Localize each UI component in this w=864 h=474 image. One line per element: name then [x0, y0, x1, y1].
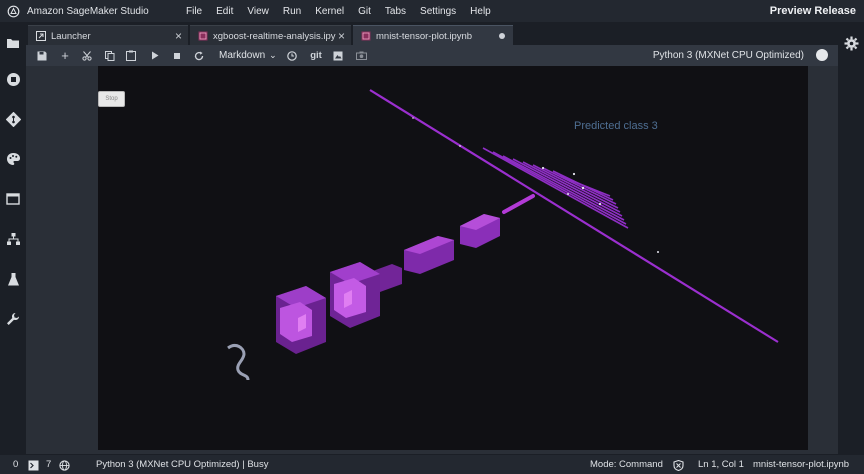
cursor-position[interactable]: Ln 1, Col 1: [698, 459, 744, 470]
kernel-status-circle-icon: [816, 49, 828, 61]
shield-icon[interactable]: [673, 459, 684, 472]
palette-icon[interactable]: [4, 150, 22, 168]
input-digit: [227, 344, 250, 381]
add-cell-icon[interactable]: +: [61, 48, 69, 63]
tab-label: Launcher: [51, 30, 91, 42]
close-icon[interactable]: ×: [174, 29, 182, 43]
status-count-zero[interactable]: 0: [13, 459, 19, 470]
network-icon[interactable]: [4, 230, 22, 248]
folder-icon[interactable]: [4, 34, 22, 52]
settings-gear-icon[interactable]: [842, 34, 860, 52]
notebook-toolbar: + Markdown ⌄ git Python 3 (MXNet CPU Opt…: [26, 45, 838, 66]
convolution-blocks: [276, 262, 380, 354]
status-bar: 0 7 Python 3 (MXNet CPU Optimized) | Bus…: [0, 455, 864, 474]
status-file-name: mnist-tensor-plot.ipynb: [753, 459, 850, 470]
tensor-plot-output: Stop: [98, 66, 808, 450]
globe-icon[interactable]: [59, 459, 70, 471]
left-sidebar: [0, 22, 26, 454]
menu-help[interactable]: Help: [470, 5, 491, 17]
run-icon[interactable]: [149, 48, 161, 63]
copy-icon[interactable]: [104, 48, 116, 63]
menu-run[interactable]: Run: [282, 5, 302, 17]
right-sidebar: [838, 22, 864, 454]
notebook-body: Stop: [26, 66, 838, 454]
preview-release-label: Preview Release: [769, 5, 856, 17]
unsaved-dot-icon[interactable]: [499, 33, 505, 39]
paste-icon[interactable]: [125, 48, 137, 63]
share-icon[interactable]: [355, 48, 367, 63]
status-count-seven[interactable]: 7: [46, 459, 52, 470]
close-icon[interactable]: ×: [337, 29, 345, 43]
git-icon[interactable]: [4, 110, 22, 128]
notebook-icon: [361, 31, 371, 41]
restart-kernel-icon[interactable]: [193, 48, 205, 63]
running-terminals-icon[interactable]: [4, 70, 22, 88]
stop-button[interactable]: Stop: [98, 91, 125, 107]
menu-file[interactable]: File: [186, 5, 203, 17]
stop-kernel-icon[interactable]: [171, 48, 183, 63]
menu-settings[interactable]: Settings: [420, 5, 457, 17]
dense-layer-lines: [482, 147, 629, 229]
git-diff-button[interactable]: git: [310, 50, 322, 61]
tab-bar: Launcher × xgboost-realtime-analysis.ipy…: [26, 22, 838, 46]
tab-launcher[interactable]: Launcher ×: [28, 25, 188, 46]
output-layer-line: [369, 89, 779, 343]
wrench-icon[interactable]: [4, 310, 22, 328]
prediction-label: Predicted class 3: [574, 120, 658, 132]
tab-xgboost-notebook[interactable]: xgboost-realtime-analysis.ipy ×: [190, 25, 351, 46]
save-icon[interactable]: [36, 48, 48, 63]
image-diff-icon[interactable]: [332, 48, 344, 63]
tab-label: xgboost-realtime-analysis.ipy: [213, 30, 336, 42]
kernel-status-text[interactable]: Python 3 (MXNet CPU Optimized) | Busy: [96, 459, 269, 470]
tab-label: mnist-tensor-plot.ipynb: [376, 30, 473, 42]
cut-icon[interactable]: [81, 48, 93, 63]
open-tabs-icon[interactable]: [4, 190, 22, 208]
terminal-icon[interactable]: [28, 459, 39, 471]
menu-view[interactable]: View: [247, 5, 269, 17]
main-menu: File Edit View Run Kernel Git Tabs Setti…: [186, 0, 505, 22]
activation-sparkles: [412, 117, 659, 253]
sagemaker-logo-icon: [6, 4, 20, 18]
chevron-down-icon: ⌄: [269, 50, 277, 60]
launcher-icon: [36, 31, 46, 41]
kernel-name[interactable]: Python 3 (MXNet CPU Optimized): [652, 50, 804, 61]
flatten-segment: [502, 194, 535, 214]
cell-type-dropdown[interactable]: Markdown ⌄: [219, 48, 277, 63]
clock-icon[interactable]: [286, 48, 298, 63]
app-title: Amazon SageMaker Studio: [27, 5, 149, 17]
experiments-flask-icon[interactable]: [4, 270, 22, 288]
menu-bar: Amazon SageMaker Studio File Edit View R…: [0, 0, 864, 22]
tab-mnist-notebook[interactable]: mnist-tensor-plot.ipynb: [353, 25, 513, 46]
notebook-icon: [198, 31, 208, 41]
mode-indicator: Mode: Command: [590, 459, 663, 470]
tensor-visualization: [227, 89, 779, 381]
cell-type-value: Markdown: [219, 50, 266, 61]
menu-kernel[interactable]: Kernel: [315, 5, 345, 17]
menu-edit[interactable]: Edit: [216, 5, 234, 17]
menu-tabs[interactable]: Tabs: [384, 5, 407, 17]
pooling-blocks: [370, 214, 500, 292]
menu-git[interactable]: Git: [358, 5, 371, 17]
